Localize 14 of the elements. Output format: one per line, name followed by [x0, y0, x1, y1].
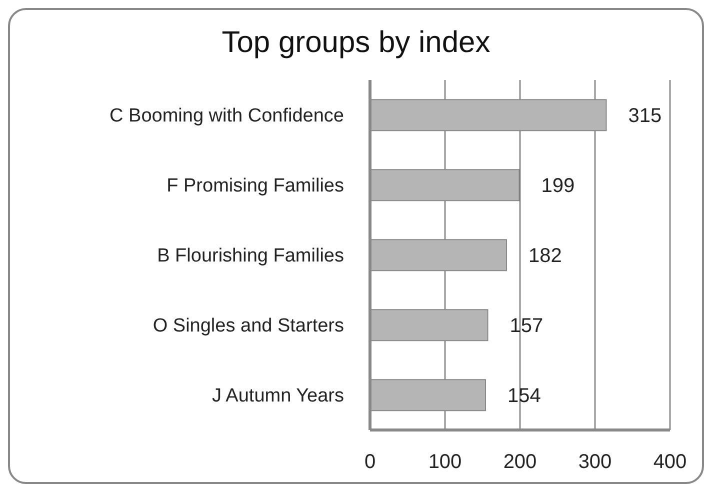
y-tick-label: J Autumn Years [212, 386, 344, 407]
y-tick-label: O Singles and Starters [152, 316, 344, 337]
y-tick-label: F Promising Families [166, 176, 344, 197]
y-tick-label: B Flourishing Families [157, 246, 344, 267]
data-label: 315 [628, 105, 662, 128]
x-tick-label: 100 [428, 451, 462, 474]
x-tick-label: 0 [364, 451, 376, 474]
data-label: 182 [528, 245, 562, 268]
x-tick-label: 300 [578, 451, 612, 474]
y-tick-label: C Booming with Confidence [110, 106, 344, 127]
x-tick-label: 200 [503, 451, 537, 474]
data-label: 199 [541, 175, 575, 198]
chart-title: Top groups by index [220, 25, 492, 61]
x-tick-label: 400 [653, 451, 687, 474]
